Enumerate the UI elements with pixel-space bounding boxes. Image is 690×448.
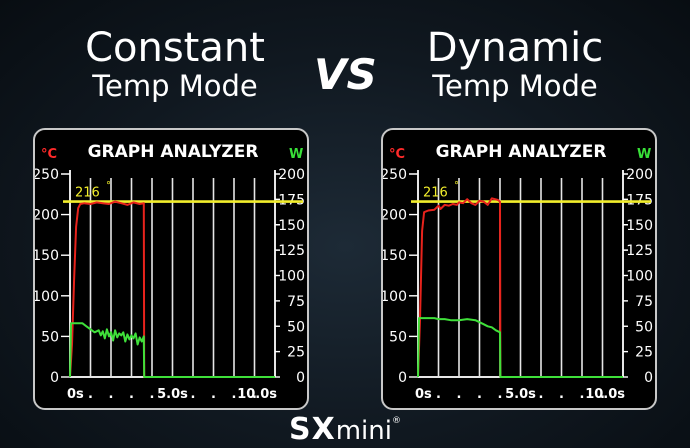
y-tick-right-label: 150 xyxy=(626,218,653,234)
y-tick-right-label: 50 xyxy=(287,319,305,335)
sxmini-logo: SXmini® xyxy=(0,412,690,447)
heading-dynamic-line1: Dynamic xyxy=(426,25,604,71)
x-tick-label: . xyxy=(88,387,93,402)
x-tick-label: . xyxy=(559,387,564,402)
heading-dynamic-temp: Dynamic Temp Mode xyxy=(400,26,630,102)
x-tick-label: . xyxy=(211,387,216,402)
x-tick-label: 5.0s xyxy=(157,387,188,402)
x-tick-label: . xyxy=(580,387,585,402)
y-tick-right-label: 25 xyxy=(635,345,653,361)
chart-title: GRAPH ANALYZER xyxy=(436,142,607,162)
y-axis-left-unit: °C xyxy=(389,147,405,162)
heading-constant-line2: Temp Mode xyxy=(92,69,258,103)
target-temp-degree-mark: ° xyxy=(454,181,459,192)
graph-analyzer-chart-constant: GRAPH ANALYZER°CW25020015010050020017515… xyxy=(35,142,305,402)
logo-sx: SX xyxy=(288,412,336,447)
x-tick-label: . xyxy=(457,387,462,402)
x-tick-label: . xyxy=(252,387,257,402)
x-tick-label: 10.0s xyxy=(237,387,277,402)
y-tick-right-label: 100 xyxy=(626,269,653,285)
y-tick-right-label: 125 xyxy=(278,243,305,259)
x-tick-label: . xyxy=(232,387,237,402)
y-tick-right-label: 75 xyxy=(287,294,305,310)
y-tick-left-label: 250 xyxy=(35,167,59,183)
y-tick-right-label: 25 xyxy=(287,345,305,361)
graph-analyzer-chart-dynamic: GRAPH ANALYZER°CW25020015010050020017515… xyxy=(383,142,653,402)
y-axis-right-unit: W xyxy=(637,147,651,162)
wattage-series-line xyxy=(69,322,275,378)
heading-constant-temp: Constant Temp Mode xyxy=(60,26,290,102)
y-tick-left-label: 100 xyxy=(35,289,59,305)
vs-label: VS xyxy=(314,50,377,99)
y-tick-right-label: 150 xyxy=(278,218,305,234)
y-tick-left-label: 150 xyxy=(383,248,407,264)
y-tick-right-label: 75 xyxy=(635,294,653,310)
temperature-series-line xyxy=(417,197,623,378)
x-tick-label: . xyxy=(498,387,503,402)
x-tick-label: 0s xyxy=(67,387,84,402)
logo-registered-mark: ® xyxy=(392,416,401,426)
wattage-series-line xyxy=(417,317,623,378)
y-tick-left-label: 100 xyxy=(383,289,407,305)
y-tick-left-label: 50 xyxy=(389,329,407,345)
target-temp-label: 216 xyxy=(75,186,100,201)
x-tick-label: . xyxy=(600,387,605,402)
x-tick-label: . xyxy=(191,387,196,402)
x-tick-label: 10.0s xyxy=(585,387,625,402)
x-tick-label: . xyxy=(129,387,134,402)
graph-panel-dynamic: GRAPH ANALYZER°CW25020015010050020017515… xyxy=(381,128,657,410)
x-tick-label: . xyxy=(477,387,482,402)
x-tick-label: . xyxy=(109,387,114,402)
y-tick-left-label: 50 xyxy=(41,329,59,345)
y-tick-right-label: 200 xyxy=(626,167,653,183)
y-tick-right-label: 125 xyxy=(626,243,653,259)
heading-dynamic-line2: Temp Mode xyxy=(432,69,598,103)
y-tick-right-label: 200 xyxy=(278,167,305,183)
y-tick-left-label: 0 xyxy=(50,370,59,386)
temperature-series-line xyxy=(69,200,275,378)
y-axis-left-unit: °C xyxy=(41,147,57,162)
y-axis-right-unit: W xyxy=(289,147,303,162)
y-tick-right-label: 50 xyxy=(635,319,653,335)
target-temp-degree-mark: ° xyxy=(106,181,111,192)
y-tick-right-label: 0 xyxy=(644,370,653,386)
target-temp-label: 216 xyxy=(423,186,448,201)
y-tick-left-label: 250 xyxy=(383,167,407,183)
x-tick-label: . xyxy=(150,387,155,402)
x-tick-label: 5.0s xyxy=(505,387,536,402)
x-tick-label: . xyxy=(539,387,544,402)
y-tick-left-label: 0 xyxy=(398,370,407,386)
heading-constant-line1: Constant xyxy=(85,25,265,71)
chart-title: GRAPH ANALYZER xyxy=(88,142,259,162)
y-tick-right-label: 100 xyxy=(278,269,305,285)
y-tick-left-label: 150 xyxy=(35,248,59,264)
x-tick-label: . xyxy=(436,387,441,402)
y-tick-left-label: 200 xyxy=(383,208,407,224)
logo-mini: mini xyxy=(335,416,392,446)
x-tick-label: 0s xyxy=(415,387,432,402)
y-tick-right-label: 0 xyxy=(296,370,305,386)
graph-panel-constant: GRAPH ANALYZER°CW25020015010050020017515… xyxy=(33,128,309,410)
y-tick-left-label: 200 xyxy=(35,208,59,224)
